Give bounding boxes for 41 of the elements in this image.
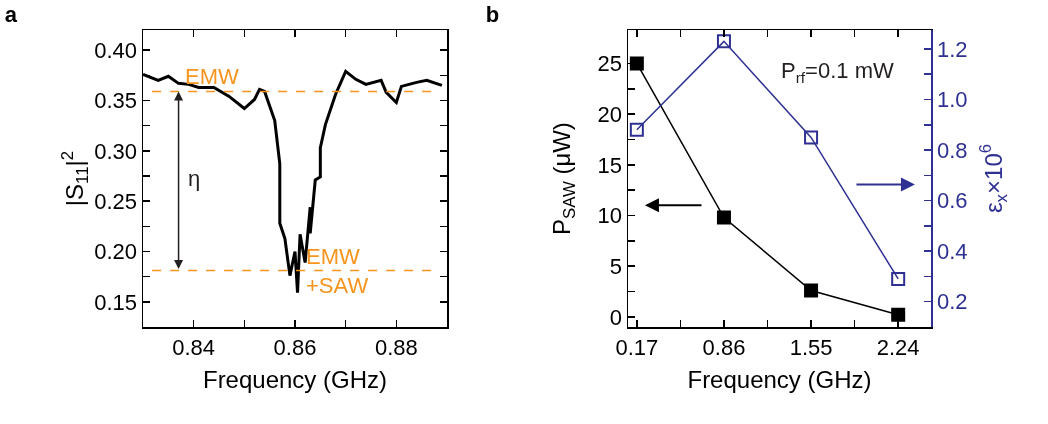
ref-line-label: EMW [185,64,239,89]
y-tick-label: 5 [609,253,623,279]
y-tick-label: 0.30 [94,138,138,164]
x-tick-label: 0.86 [702,334,746,360]
y2-tick-label: 0.8 [936,137,968,163]
x-axis-title: Frequency (GHz) [202,365,388,393]
x-tick-label: 0.84 [172,334,216,360]
x-tick-label: 0.88 [374,334,418,360]
x-tick-label: 1.55 [789,334,833,360]
y-tick-label: 0.25 [94,188,138,214]
point [629,56,644,71]
chart-title: a [4,1,18,27]
annotation: P$_{rf}$=0.1 mW [781,58,894,86]
x-tick-label: 0.17 [615,334,659,360]
ref-line-label: EMW +SAW [306,244,369,298]
point [891,307,906,322]
x-tick-label: 0.86 [273,334,317,360]
point [891,271,906,286]
y-tick-label: 0.35 [94,88,138,114]
annotation: η [188,166,201,191]
y-tick-label: 25 [597,51,623,77]
x-axis-title: Frequency (GHz) [687,365,872,393]
y-tick-label: 0.15 [94,289,138,315]
y2-tick-label: 0.2 [936,289,968,315]
y-tick-label: 20 [597,101,623,127]
y-tick-label: 10 [597,203,623,229]
x-tick-label: 2.24 [876,334,920,360]
point [804,130,819,145]
y2-tick-label: 1.0 [936,87,968,113]
y2-tick-label: 1.2 [936,36,968,62]
y2-tick-label: 0.6 [936,188,968,214]
point [804,283,819,298]
point [629,122,644,137]
chart-title: b [485,1,500,27]
point [716,34,731,49]
y-tick-label: 0 [609,304,623,330]
y2-tick-label: 0.4 [936,238,968,264]
y-tick-label: 0.40 [94,37,138,63]
y-tick-label: 15 [597,152,623,178]
y-tick-label: 0.20 [94,239,138,265]
point [716,210,731,225]
